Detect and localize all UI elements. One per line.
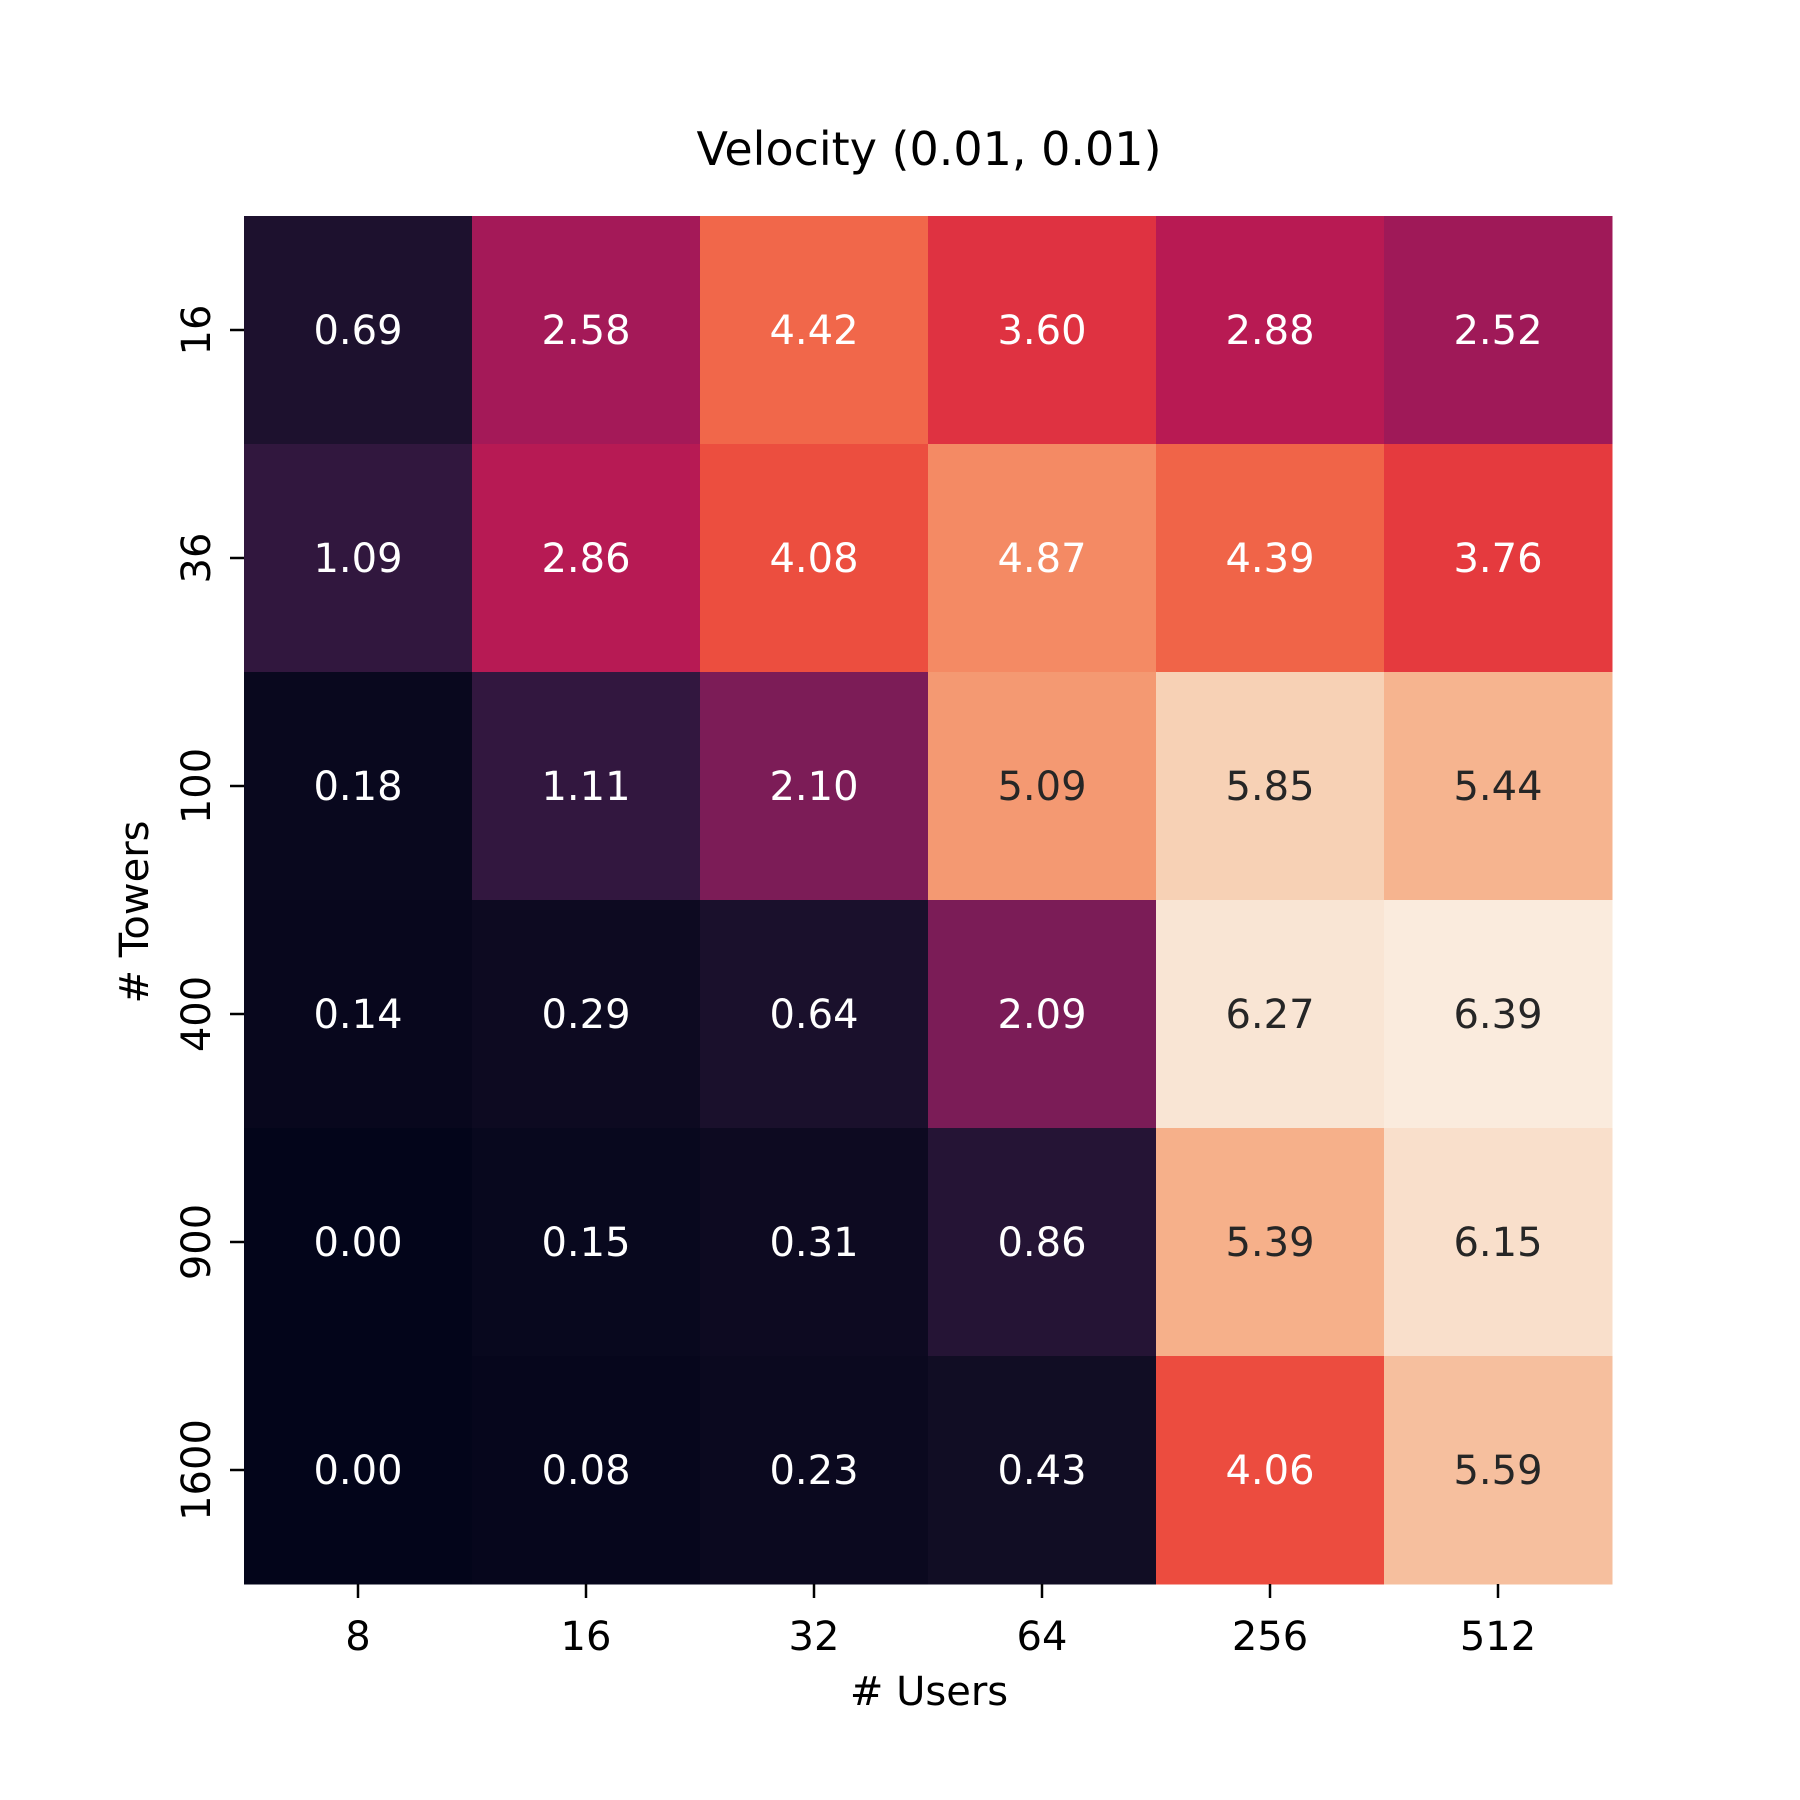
- heatmap-cell: [472, 1356, 701, 1585]
- heatmap-cell: [1156, 900, 1385, 1129]
- heatmap-cell-value: 3.76: [1453, 536, 1542, 582]
- heatmap-cell: [472, 1128, 701, 1357]
- heatmap-cell-value: 0.64: [769, 992, 858, 1038]
- y-tick-label: 100: [174, 748, 220, 824]
- y-axis-label: # Towers: [112, 821, 158, 1004]
- heatmap-cell-value: 6.27: [1225, 992, 1314, 1038]
- y-tick-label: 36: [174, 533, 220, 584]
- heatmap-cell: [244, 1128, 473, 1357]
- heatmap-cell-value: 2.09: [997, 992, 1086, 1038]
- heatmap-cell-value: 5.39: [1225, 1220, 1314, 1266]
- heatmap-cell: [244, 216, 473, 445]
- heatmap-cell: [700, 216, 929, 445]
- x-tick-label: 512: [1460, 1614, 1536, 1660]
- y-tick-label: 400: [174, 976, 220, 1052]
- heatmap-cell-value: 2.88: [1225, 308, 1314, 354]
- y-tick-label: 900: [174, 1204, 220, 1280]
- heatmap-cell: [1384, 444, 1613, 673]
- heatmap-cell-value: 0.18: [313, 764, 402, 810]
- y-tick-label: 1600: [174, 1419, 220, 1521]
- heatmap-cell-value: 4.06: [1225, 1448, 1314, 1494]
- heatmap-cell-value: 4.87: [997, 536, 1086, 582]
- heatmap-cell: [1384, 1128, 1613, 1357]
- heatmap-cell: [928, 216, 1157, 445]
- heatmap-cell-value: 0.31: [769, 1220, 858, 1266]
- heatmap-cell-value: 5.59: [1453, 1448, 1542, 1494]
- x-axis: 8 16 32 64 256 512: [345, 1584, 1536, 1660]
- x-tick-label: 256: [1232, 1614, 1308, 1660]
- heatmap-cell: [928, 444, 1157, 673]
- heatmap-cell: [1384, 672, 1613, 901]
- heatmap-cell: [928, 1128, 1157, 1357]
- heatmap-cell-value: 0.08: [541, 1448, 630, 1494]
- heatmap-cell-value: 0.00: [313, 1448, 402, 1494]
- heatmap-cell: [700, 1356, 929, 1585]
- x-axis-label: # Users: [850, 1669, 1008, 1715]
- heatmap-cell: [1384, 900, 1613, 1129]
- heatmap-cell-value: 2.52: [1453, 308, 1542, 354]
- y-tick-label: 16: [174, 305, 220, 356]
- heatmap-cell: [472, 216, 701, 445]
- heatmap-cell: [472, 672, 701, 901]
- heatmap-cell-value: 1.09: [313, 536, 402, 582]
- heatmap-cell: [244, 900, 473, 1129]
- heatmap-cell: [700, 672, 929, 901]
- x-tick-label: 32: [789, 1614, 840, 1660]
- heatmap-cell: [1156, 444, 1385, 673]
- heatmap-cell-value: 1.11: [541, 764, 630, 810]
- heatmap-cell: [928, 900, 1157, 1129]
- heatmap-cell: [1384, 1356, 1613, 1585]
- heatmap-cell: [1156, 1356, 1385, 1585]
- heatmap-cell: [472, 900, 701, 1129]
- heatmap-cell: [1156, 216, 1385, 445]
- x-tick-label: 64: [1017, 1614, 1068, 1660]
- x-tick-label: 8: [345, 1614, 370, 1660]
- heatmap-cell-value: 5.09: [997, 764, 1086, 810]
- x-tick-label: 16: [561, 1614, 612, 1660]
- heatmap-cell-value: 4.42: [769, 308, 858, 354]
- heatmap-cell-value: 4.39: [1225, 536, 1314, 582]
- heatmap-cell-value: 2.10: [769, 764, 858, 810]
- heatmap-cell-value: 6.15: [1453, 1220, 1542, 1266]
- heatmap-cell-value: 0.69: [313, 308, 402, 354]
- heatmap-cell-value: 3.60: [997, 308, 1086, 354]
- heatmap-cell: [244, 444, 473, 673]
- heatmap-cell-value: 2.58: [541, 308, 630, 354]
- heatmap-cell: [1156, 672, 1385, 901]
- heatmap-cell-value: 2.86: [541, 536, 630, 582]
- heatmap-cell-value: 0.43: [997, 1448, 1086, 1494]
- heatmap-cell: [244, 672, 473, 901]
- heatmap-cell: [244, 1356, 473, 1585]
- heatmap-cell: [1384, 216, 1613, 445]
- heatmap-cell-value: 0.23: [769, 1448, 858, 1494]
- heatmap-cell: [928, 1356, 1157, 1585]
- chart-title: Velocity (0.01, 0.01): [696, 122, 1161, 176]
- heatmap-cells: [244, 216, 1613, 1585]
- heatmap-cell-value: 6.39: [1453, 992, 1542, 1038]
- heatmap-cell-value: 0.14: [313, 992, 402, 1038]
- heatmap-cell: [700, 1128, 929, 1357]
- heatmap-cell: [700, 900, 929, 1129]
- heatmap-cell: [1156, 1128, 1385, 1357]
- y-axis: 16 36 100 400 900 1600: [174, 305, 244, 1521]
- heatmap-cell-labels: 0.69 2.58 4.42 3.60 2.88 2.52 1.09 2.86 4.08 4.87…: [313, 308, 1542, 1494]
- heatmap-cell-value: 5.44: [1453, 764, 1542, 810]
- heatmap-cell-value: 5.85: [1225, 764, 1314, 810]
- heatmap-cell-value: 0.00: [313, 1220, 402, 1266]
- heatmap-cell-value: 4.08: [769, 536, 858, 582]
- heatmap-cell-value: 0.29: [541, 992, 630, 1038]
- heatmap-cell-value: 0.86: [997, 1220, 1086, 1266]
- heatmap-cell: [472, 444, 701, 673]
- heatmap-cell: [700, 444, 929, 673]
- heatmap-cell-value: 0.15: [541, 1220, 630, 1266]
- heatmap-cell: [928, 672, 1157, 901]
